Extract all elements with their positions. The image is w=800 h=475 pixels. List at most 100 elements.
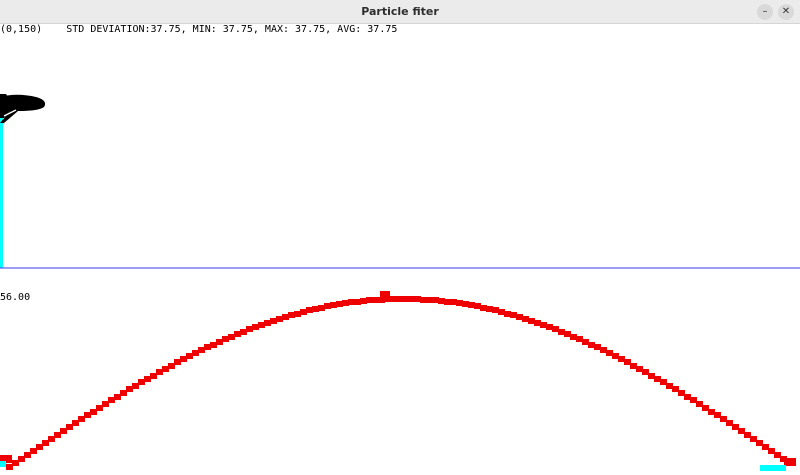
weight-segment (180, 356, 187, 362)
weight-segment (174, 359, 181, 365)
weight-segment (402, 296, 409, 302)
weight-segment (636, 366, 643, 372)
weight-segment (774, 452, 781, 458)
weight-segment (408, 296, 415, 302)
weight-segment (438, 298, 445, 304)
weight-segment (246, 326, 253, 332)
weight-segment (300, 309, 307, 315)
weight-segment (600, 347, 607, 353)
simulation-canvas: (0,150) STD DEVIATION:37.75, MIN: 37.75,… (0, 24, 800, 475)
weight-segment (516, 314, 523, 320)
weight-segment (552, 326, 559, 332)
weight-segment (768, 448, 775, 454)
weight-segment (540, 322, 547, 328)
weight-segment (282, 314, 289, 320)
weight-segment (582, 339, 589, 345)
weight-segment (294, 311, 301, 317)
weight-segment (342, 300, 349, 306)
airplane-icon (0, 94, 45, 123)
weight-segment (528, 318, 535, 324)
weight-segment (330, 302, 337, 308)
weight-segment (708, 409, 715, 415)
weight-segment (744, 432, 751, 438)
weight-segment (720, 416, 727, 422)
weight-segment (234, 331, 241, 337)
weight-segment (138, 379, 145, 385)
weight-segment (150, 373, 157, 379)
weight-segment (432, 297, 439, 303)
weight-segment (156, 369, 163, 375)
weight-segment (444, 299, 451, 305)
weight-segment (264, 320, 271, 326)
weight-segment (756, 440, 763, 446)
weight-segment (270, 318, 277, 324)
weight-segment (126, 386, 133, 392)
minimize-button[interactable]: – (757, 4, 773, 20)
weight-segment (12, 460, 19, 466)
weight-segment (192, 350, 199, 356)
weight-segment (336, 301, 343, 307)
weight-segment (306, 307, 313, 313)
weight-segment (84, 412, 91, 418)
weight-segment (702, 405, 709, 411)
weight-segment (258, 322, 265, 328)
particle-marker (0, 108, 3, 268)
weight-segment (96, 405, 103, 411)
weight-segment (18, 456, 25, 462)
title-bar[interactable]: Particle fiter – ✕ (0, 0, 800, 24)
weight-segment (480, 305, 487, 311)
weight-segment (102, 401, 109, 407)
weight-segment (420, 297, 427, 303)
close-button[interactable]: ✕ (778, 4, 794, 20)
weight-segment (390, 296, 397, 302)
weight-segment (726, 420, 733, 426)
weight-segment (738, 428, 745, 434)
scene-svg (0, 24, 800, 475)
weight-segment (690, 397, 697, 403)
weight-segment (486, 306, 493, 312)
weight-segment (378, 297, 385, 303)
weight-segment (672, 386, 679, 392)
weight-segment (210, 342, 217, 348)
weight-segment (684, 394, 691, 400)
weight-segment (228, 334, 235, 340)
weight-segment (72, 420, 79, 426)
weight-segment (660, 379, 667, 385)
weight-segment (534, 320, 541, 326)
weight-segment (288, 312, 295, 318)
weight-segment (570, 334, 577, 340)
weight-segment (324, 303, 331, 309)
weight-segment (252, 324, 259, 330)
weight-segment (78, 416, 85, 422)
weight-segment (618, 356, 625, 362)
weight-segment (354, 299, 361, 305)
weights-curve (0, 291, 796, 470)
weight-segment (456, 300, 463, 306)
weight-segment (372, 297, 379, 303)
weight-segment (216, 339, 223, 345)
weight-segment (654, 376, 661, 382)
weight-segment (162, 366, 169, 372)
weight-segment (36, 444, 43, 450)
weight-segment (120, 390, 127, 396)
weight-segment (750, 436, 757, 442)
weight-peak (380, 291, 390, 297)
weight-segment (54, 432, 61, 438)
weight-segment (48, 436, 55, 442)
weight-segment (90, 409, 97, 415)
weight-segment (624, 359, 631, 365)
weight-segment (546, 324, 553, 330)
weight-segment (168, 363, 175, 369)
weight-segment (522, 316, 529, 322)
weight-segment (42, 440, 49, 446)
weight-segment (24, 452, 31, 458)
weight-segment (360, 298, 367, 304)
weight-segment (678, 390, 685, 396)
weight-segment (426, 297, 433, 303)
weight-segment (222, 336, 229, 342)
weight-segment (606, 350, 613, 356)
weight-segment (462, 301, 469, 307)
weight-segment (396, 296, 403, 302)
weight-segment (630, 363, 637, 369)
